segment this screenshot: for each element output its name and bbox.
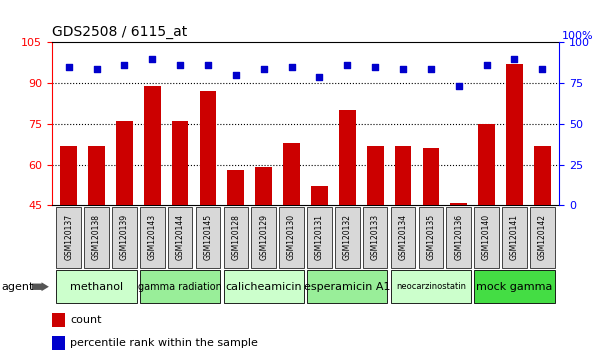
Bar xyxy=(116,121,133,327)
Bar xyxy=(506,64,523,327)
Bar xyxy=(168,207,192,268)
Point xyxy=(398,66,408,72)
Text: GSM120128: GSM120128 xyxy=(232,214,240,260)
Bar xyxy=(60,145,77,327)
Point xyxy=(147,56,157,62)
Text: GSM120144: GSM120144 xyxy=(175,214,185,260)
Text: GSM120137: GSM120137 xyxy=(64,214,73,260)
Bar xyxy=(335,207,359,268)
Point xyxy=(287,64,296,70)
Point xyxy=(64,64,73,70)
Text: agent: agent xyxy=(1,282,34,292)
Bar xyxy=(252,207,276,268)
Bar xyxy=(196,207,220,268)
Bar xyxy=(307,207,332,268)
Bar xyxy=(423,148,439,327)
Bar xyxy=(395,145,411,327)
Text: neocarzinostatin: neocarzinostatin xyxy=(396,282,466,291)
Text: esperamicin A1: esperamicin A1 xyxy=(304,282,390,292)
Point xyxy=(231,72,241,78)
Point xyxy=(175,62,185,68)
Bar xyxy=(224,270,304,303)
Point xyxy=(259,66,269,72)
Text: GSM120134: GSM120134 xyxy=(398,214,408,260)
Bar xyxy=(172,121,188,327)
Point xyxy=(538,66,547,72)
Text: GSM120132: GSM120132 xyxy=(343,214,352,260)
Text: 100%: 100% xyxy=(562,31,594,41)
Bar xyxy=(200,91,216,327)
Point xyxy=(315,74,324,80)
Bar xyxy=(339,110,356,327)
Bar xyxy=(363,207,387,268)
Bar xyxy=(88,145,105,327)
Text: percentile rank within the sample: percentile rank within the sample xyxy=(70,338,258,348)
Point xyxy=(92,66,101,72)
Text: GSM120130: GSM120130 xyxy=(287,214,296,260)
Bar xyxy=(140,270,220,303)
Bar xyxy=(307,270,387,303)
Bar xyxy=(224,207,248,268)
Bar xyxy=(478,124,495,327)
Text: GSM120141: GSM120141 xyxy=(510,214,519,260)
Bar xyxy=(502,207,527,268)
Point xyxy=(203,62,213,68)
Text: GSM120135: GSM120135 xyxy=(426,214,436,260)
Bar xyxy=(474,207,499,268)
Bar xyxy=(419,207,443,268)
Bar xyxy=(279,207,304,268)
Bar xyxy=(255,167,272,327)
Text: GSM120136: GSM120136 xyxy=(454,214,463,260)
Bar xyxy=(56,270,137,303)
Text: GSM120145: GSM120145 xyxy=(203,214,213,260)
Point xyxy=(454,84,464,89)
Text: GSM120140: GSM120140 xyxy=(482,214,491,260)
Bar xyxy=(84,207,109,268)
Point xyxy=(510,56,519,62)
Bar xyxy=(140,207,164,268)
Point xyxy=(481,62,491,68)
Bar xyxy=(284,143,300,327)
Point xyxy=(342,62,352,68)
Bar xyxy=(311,186,327,327)
Text: calicheamicin: calicheamicin xyxy=(225,282,302,292)
Text: GSM120138: GSM120138 xyxy=(92,214,101,260)
Text: mock gamma: mock gamma xyxy=(477,282,553,292)
Bar xyxy=(112,207,137,268)
Point xyxy=(370,64,380,70)
Bar xyxy=(227,170,244,327)
Bar xyxy=(447,207,471,268)
Text: gamma radiation: gamma radiation xyxy=(138,282,222,292)
Text: GSM120133: GSM120133 xyxy=(371,214,379,260)
Text: GSM120131: GSM120131 xyxy=(315,214,324,260)
Bar xyxy=(391,207,415,268)
Text: GSM120129: GSM120129 xyxy=(259,214,268,260)
Bar xyxy=(391,270,471,303)
Text: methanol: methanol xyxy=(70,282,123,292)
Text: GDS2508 / 6115_at: GDS2508 / 6115_at xyxy=(52,25,187,39)
Text: GSM120142: GSM120142 xyxy=(538,214,547,260)
Point xyxy=(120,62,130,68)
Bar xyxy=(474,270,555,303)
Bar xyxy=(534,145,551,327)
Point xyxy=(426,66,436,72)
Text: GSM120143: GSM120143 xyxy=(148,214,157,260)
Text: GSM120139: GSM120139 xyxy=(120,214,129,260)
Bar xyxy=(530,207,555,268)
Bar xyxy=(56,207,81,268)
Bar xyxy=(367,145,384,327)
Text: count: count xyxy=(70,315,102,325)
Bar xyxy=(144,86,161,327)
Bar xyxy=(450,202,467,327)
